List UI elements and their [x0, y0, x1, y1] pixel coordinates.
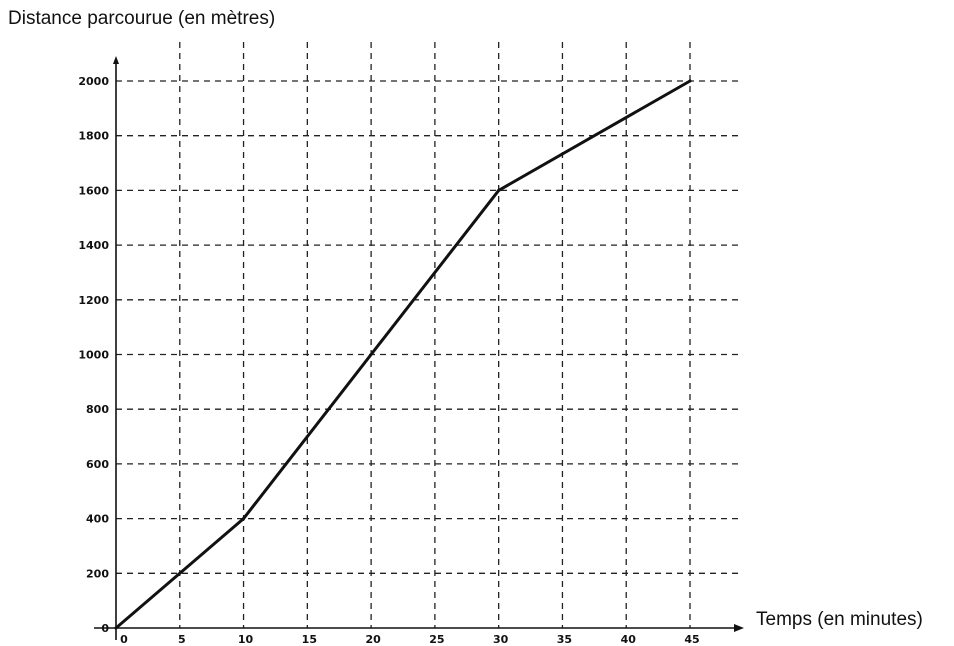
x-axis-arrow-icon: [734, 624, 744, 632]
y-tick-label: 1800: [78, 130, 109, 143]
x-tick-label: 0: [120, 633, 128, 646]
x-tick-label: 25: [429, 633, 444, 646]
y-axis-title: Distance parcourue (en mètres): [8, 8, 275, 29]
x-tick-label: 20: [365, 633, 381, 646]
x-tick-label: 40: [621, 633, 637, 646]
x-tick-label: 10: [238, 633, 254, 646]
series-line: [114, 79, 692, 630]
y-tick-label: 800: [86, 403, 109, 416]
x-tick-label: 45: [684, 633, 699, 646]
grid-lines: [116, 42, 740, 628]
y-axis-arrow-icon: [113, 56, 119, 64]
x-axis-title: Temps (en minutes): [756, 609, 923, 630]
x-tick-label: 35: [557, 633, 572, 646]
y-tick-label: 0: [101, 622, 109, 635]
y-tick-label: 1400: [78, 239, 109, 252]
y-tick-label: 1200: [78, 294, 109, 307]
data-point: [497, 188, 501, 192]
x-tick-label: 5: [178, 633, 186, 646]
x-tick-label: 30: [493, 633, 509, 646]
y-tick-label: 1000: [78, 349, 109, 362]
y-tick-label: 400: [86, 513, 109, 526]
series: [114, 79, 692, 630]
data-point: [242, 517, 246, 521]
x-tick-label: 15: [302, 633, 317, 646]
y-tick-label: 2000: [78, 75, 109, 88]
data-point: [688, 79, 692, 83]
axes: [94, 56, 744, 640]
y-tick-label: 1600: [78, 184, 109, 197]
y-tick-label: 600: [86, 458, 109, 471]
data-point: [114, 626, 118, 630]
tick-labels: 0 200 400 600 800 1000 1200 1400 1600 1800 2000 0 5 1…: [78, 75, 699, 646]
y-tick-label: 200: [86, 567, 109, 580]
